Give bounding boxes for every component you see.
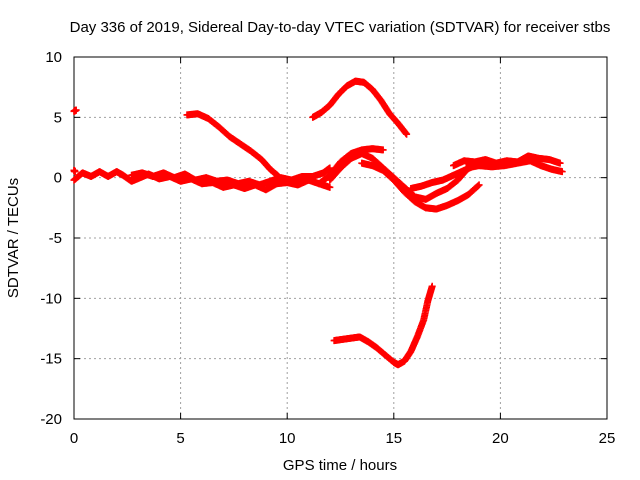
series-arc-late-2 [462,157,566,176]
x-tick-label: 20 [492,430,509,447]
x-axis: 0 5 10 15 20 25 [70,57,616,447]
data-point [428,282,436,290]
y-tick-label: 10 [45,49,62,66]
data-point [379,146,387,154]
y-tick-label: 5 [54,109,62,126]
series-arc-rise-early [183,110,283,180]
y-axis-label: SDTVAR / TECUs [5,178,22,298]
y-tick-label: -20 [40,411,62,428]
series-arc-peak-8 [309,77,411,138]
data-point [475,181,483,189]
data-point [275,172,283,180]
y-tick-label: -15 [40,351,62,368]
data-point [558,168,566,176]
y-axis: 10 5 0 -5 -10 -15 -20 [40,49,607,428]
data-point [71,168,79,176]
data-point [556,159,564,167]
chart-title: Day 336 of 2019, Sidereal Day-to-day VTE… [70,19,611,36]
series-outlier-5.5 [70,106,80,115]
y-tick-label: -10 [40,290,62,307]
data-point [403,130,411,138]
x-tick-label: 5 [176,430,184,447]
y-tick-label: -5 [49,230,62,247]
x-axis-label: GPS time / hours [283,457,397,474]
series-arc-mid-bump-a [315,145,387,188]
data-point [474,182,482,190]
grid-lines [74,57,607,419]
series-arc-main-baseline-2 [128,164,334,189]
series-outlier-0.6 [70,166,79,176]
series-arc-mid-bump-c [358,159,483,213]
data-point [72,106,80,114]
x-tick-label: 15 [385,430,402,447]
series-arc-dip-15 [330,282,436,369]
data-points [70,77,566,369]
y-tick-label: 0 [54,170,62,187]
x-tick-label: 25 [599,430,616,447]
x-tick-label: 10 [279,430,296,447]
x-tick-label: 0 [70,430,78,447]
data-point [326,183,334,191]
